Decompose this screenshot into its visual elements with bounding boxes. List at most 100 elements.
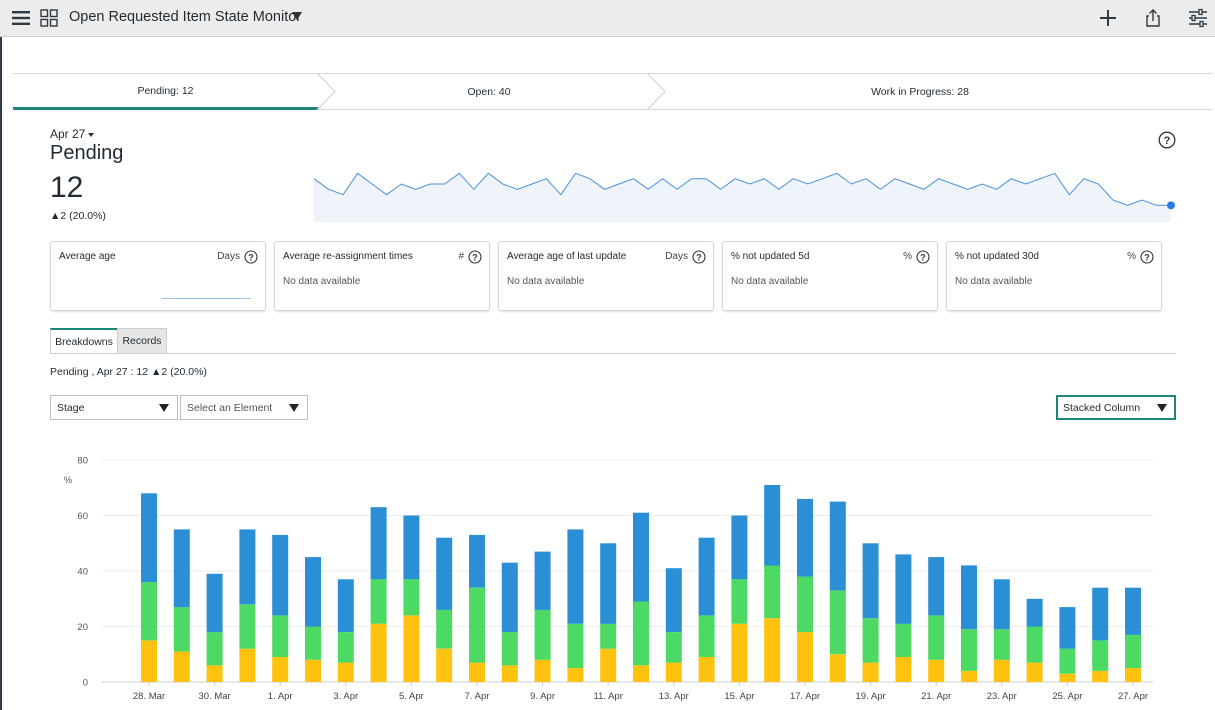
- bar-segment[interactable]: [600, 543, 617, 624]
- bar-segment[interactable]: [370, 623, 387, 682]
- bar-segment[interactable]: [1059, 673, 1076, 682]
- bar-segment[interactable]: [665, 662, 682, 682]
- bar-segment[interactable]: [1125, 634, 1141, 669]
- bar-segment[interactable]: [764, 618, 781, 682]
- bar-segment[interactable]: [1059, 648, 1076, 674]
- tab-breakdowns[interactable]: Breakdowns: [50, 328, 118, 354]
- bar-segment[interactable]: [1125, 668, 1141, 682]
- bar-segment[interactable]: [829, 654, 846, 683]
- bar-segment[interactable]: [403, 515, 420, 580]
- bar-segment[interactable]: [272, 615, 289, 657]
- bar-segment[interactable]: [469, 534, 485, 588]
- bar-segment[interactable]: [600, 623, 617, 649]
- bar-segment[interactable]: [370, 579, 387, 624]
- help-icon[interactable]: ?: [1140, 250, 1154, 264]
- bar-segment[interactable]: [895, 623, 912, 657]
- card-average-reassignment-times[interactable]: Average re-assignment times # ? No data …: [274, 241, 490, 311]
- bar-segment[interactable]: [436, 609, 453, 649]
- bar-segment[interactable]: [501, 632, 518, 666]
- bar-segment[interactable]: [141, 582, 157, 641]
- help-icon[interactable]: ?: [244, 250, 258, 264]
- title-dropdown-icon[interactable]: [292, 12, 302, 20]
- tab-records[interactable]: Records: [117, 328, 167, 354]
- bar-segment[interactable]: [829, 501, 846, 591]
- step-work-in-progress[interactable]: Work in Progress: 28: [665, 74, 1175, 110]
- bar-segment[interactable]: [928, 557, 945, 616]
- bar-segment[interactable]: [403, 615, 420, 682]
- bar-segment[interactable]: [731, 623, 748, 682]
- bar-segment[interactable]: [173, 529, 190, 608]
- bar-segment[interactable]: [337, 579, 354, 632]
- bar-segment[interactable]: [862, 543, 879, 619]
- bar-segment[interactable]: [469, 662, 485, 682]
- menu-icon[interactable]: [11, 8, 31, 28]
- help-icon[interactable]: ?: [916, 250, 930, 264]
- bar-segment[interactable]: [206, 665, 223, 682]
- bar-segment[interactable]: [895, 554, 912, 624]
- bar-segment[interactable]: [337, 662, 354, 682]
- bar-segment[interactable]: [305, 626, 321, 660]
- bar-segment[interactable]: [567, 623, 584, 669]
- bar-segment[interactable]: [141, 640, 157, 682]
- bar-segment[interactable]: [928, 615, 945, 660]
- bar-segment[interactable]: [173, 651, 190, 683]
- plus-icon[interactable]: [1098, 8, 1118, 28]
- card-not-updated-5d[interactable]: % not updated 5d % ? No data available: [722, 241, 938, 311]
- bar-segment[interactable]: [698, 615, 715, 657]
- bar-segment[interactable]: [862, 662, 879, 682]
- bar-segment[interactable]: [206, 573, 223, 633]
- step-pending[interactable]: Pending: 12: [13, 74, 318, 110]
- bar-segment[interactable]: [731, 515, 748, 580]
- bar-segment[interactable]: [797, 632, 813, 682]
- bar-segment[interactable]: [961, 670, 977, 682]
- bar-segment[interactable]: [993, 629, 1010, 660]
- bar-segment[interactable]: [534, 551, 551, 610]
- bar-segment[interactable]: [239, 648, 256, 682]
- bar-segment[interactable]: [993, 659, 1010, 682]
- help-icon[interactable]: ?: [692, 250, 706, 264]
- step-open[interactable]: Open: 40: [335, 74, 643, 110]
- bar-segment[interactable]: [633, 512, 649, 602]
- bar-segment[interactable]: [141, 493, 157, 583]
- bar-segment[interactable]: [633, 665, 649, 682]
- bar-segment[interactable]: [534, 609, 551, 660]
- card-average-age-last-update[interactable]: Average age of last update Days ? No dat…: [498, 241, 714, 311]
- bar-segment[interactable]: [1026, 662, 1043, 682]
- page-title[interactable]: Open Requested Item State Monitor: [69, 9, 302, 25]
- grid-icon[interactable]: [39, 8, 59, 28]
- bar-segment[interactable]: [993, 579, 1010, 630]
- bar-segment[interactable]: [305, 557, 321, 627]
- bar-segment[interactable]: [436, 648, 453, 682]
- bar-segment[interactable]: [797, 576, 813, 633]
- bar-segment[interactable]: [1059, 607, 1076, 649]
- bar-segment[interactable]: [961, 565, 977, 630]
- bar-segment[interactable]: [305, 659, 321, 682]
- bar-segment[interactable]: [1125, 587, 1141, 635]
- bar-segment[interactable]: [764, 565, 781, 619]
- bar-segment[interactable]: [403, 579, 420, 616]
- bar-segment[interactable]: [436, 537, 453, 610]
- bar-segment[interactable]: [633, 601, 649, 666]
- date-dropdown-icon[interactable]: [88, 133, 94, 137]
- bar-segment[interactable]: [1026, 626, 1043, 663]
- help-icon[interactable]: ?: [468, 250, 482, 264]
- bar-segment[interactable]: [501, 665, 518, 682]
- share-icon[interactable]: [1143, 8, 1163, 28]
- bar-segment[interactable]: [239, 604, 256, 649]
- breakdown-select[interactable]: Stage: [50, 395, 178, 420]
- bar-segment[interactable]: [206, 632, 223, 666]
- filter-settings-icon[interactable]: [1188, 8, 1208, 28]
- bar-segment[interactable]: [600, 648, 617, 682]
- element-select[interactable]: Select an Element: [180, 395, 308, 420]
- bar-segment[interactable]: [764, 485, 781, 566]
- bar-segment[interactable]: [337, 632, 354, 663]
- bar-segment[interactable]: [797, 498, 813, 577]
- bar-segment[interactable]: [469, 587, 485, 663]
- bar-segment[interactable]: [665, 632, 682, 663]
- bar-segment[interactable]: [895, 657, 912, 682]
- bar-segment[interactable]: [961, 629, 977, 671]
- card-average-age[interactable]: Average age Days ?: [50, 241, 266, 311]
- bar-segment[interactable]: [1026, 598, 1043, 627]
- card-not-updated-30d[interactable]: % not updated 30d % ? No data available: [946, 241, 1162, 311]
- bar-segment[interactable]: [731, 579, 748, 624]
